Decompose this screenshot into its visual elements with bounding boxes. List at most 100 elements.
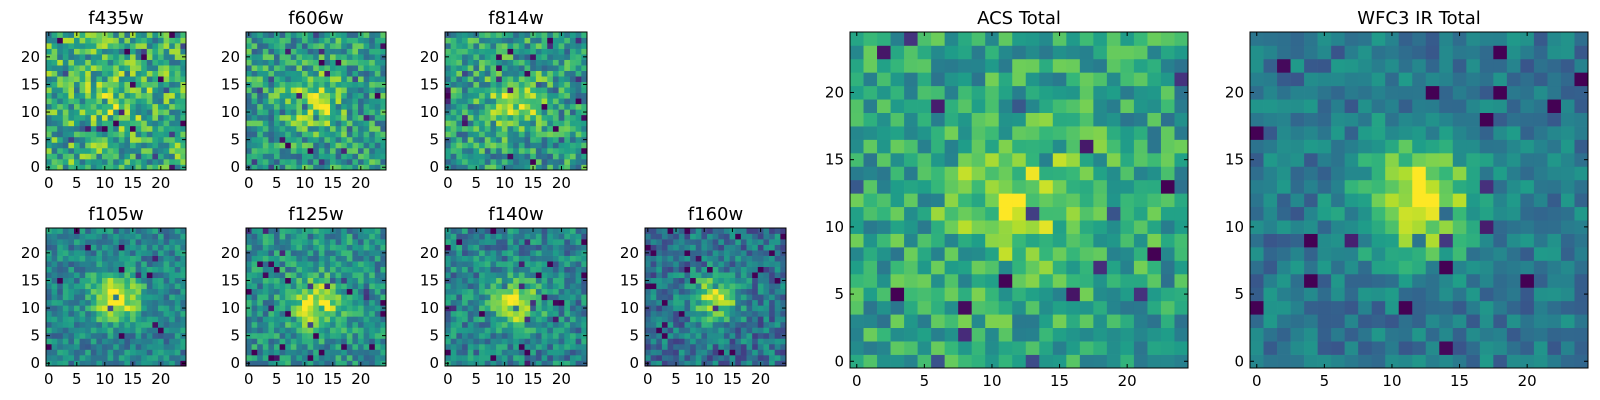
heatmap-cell — [564, 125, 571, 132]
heatmap-cell — [307, 255, 314, 262]
heatmap-cell — [684, 321, 691, 328]
heatmap-cell — [752, 310, 759, 317]
heatmap-cell — [257, 103, 264, 110]
heatmap-cell — [169, 153, 176, 160]
heatmap-cell — [673, 272, 680, 279]
heatmap-cell — [450, 288, 457, 295]
heatmap-cell — [479, 59, 486, 66]
heatmap-cell — [490, 316, 497, 323]
heatmap-cell — [90, 120, 97, 127]
heatmap-cell — [1025, 327, 1040, 342]
heatmap-cell — [158, 272, 164, 279]
heatmap-cell — [130, 158, 136, 165]
heatmap-cell — [96, 239, 103, 245]
heatmap-cell — [701, 343, 708, 350]
heatmap-cell — [79, 294, 86, 301]
heatmap-cell — [307, 305, 314, 312]
heatmap-cell — [530, 136, 537, 143]
heatmap-cell — [467, 310, 474, 317]
heatmap-cell — [701, 261, 708, 267]
heatmap-cell — [971, 193, 986, 208]
heatmap-cell — [780, 244, 787, 251]
heatmap-cell — [96, 332, 103, 339]
heatmap-cell — [661, 316, 668, 323]
heatmap-cell — [141, 360, 148, 367]
heatmap-cell — [113, 266, 120, 273]
heatmap-cell — [341, 76, 348, 83]
heatmap-cell — [180, 233, 187, 240]
heatmap-cell — [518, 158, 525, 165]
heatmap-cell — [380, 142, 387, 149]
heatmap-cell — [501, 98, 508, 105]
heatmap-cell — [552, 266, 559, 273]
heatmap-cell — [285, 239, 292, 245]
heatmap-cell — [102, 147, 108, 154]
heatmap-cell — [547, 283, 554, 290]
heatmap-cell — [575, 59, 582, 66]
heatmap-cell — [352, 158, 359, 165]
heatmap-cell — [374, 92, 381, 99]
heatmap-cell — [735, 294, 742, 301]
heatmap-cell — [174, 48, 181, 55]
heatmap-cell — [352, 272, 359, 279]
heatmap-cell — [667, 266, 674, 273]
heatmap-cell — [79, 261, 86, 267]
heatmap-cell — [279, 65, 286, 71]
heatmap-cell — [251, 81, 258, 88]
heatmap-cell — [279, 310, 286, 317]
heatmap-cell — [369, 70, 376, 77]
heatmap-cell — [85, 310, 92, 317]
heatmap-cell — [507, 228, 514, 234]
heatmap-cell — [769, 261, 776, 267]
heatmap-cell — [1174, 220, 1189, 234]
heatmap-cell — [535, 109, 542, 116]
heatmap-cell — [262, 228, 269, 234]
heatmap-cell — [678, 332, 685, 339]
heatmap-cell — [1133, 166, 1148, 181]
heatmap-cell — [96, 98, 103, 105]
heatmap-cell — [85, 316, 92, 323]
heatmap-cell — [735, 343, 742, 350]
heatmap-cell — [507, 131, 514, 138]
heatmap-cell — [524, 250, 531, 256]
heatmap-cell — [130, 136, 136, 143]
heatmap-cell — [863, 341, 878, 355]
heatmap-cell — [552, 48, 559, 55]
heatmap-cell — [998, 220, 1013, 234]
heatmap-cell — [46, 92, 52, 99]
heatmap-cell — [152, 92, 159, 99]
heatmap-cell — [79, 343, 86, 350]
heatmap-cell — [118, 59, 125, 66]
heatmap-cell — [90, 327, 97, 334]
heatmap-cell — [1093, 179, 1108, 194]
heatmap-cell — [307, 43, 314, 49]
heatmap-cell — [581, 147, 588, 154]
heatmap-cell — [118, 32, 125, 38]
heatmap-cell — [96, 65, 103, 71]
heatmap-cell — [701, 283, 708, 290]
heatmap-cell — [169, 81, 176, 88]
heatmap-cell — [774, 288, 781, 295]
heatmap-cell — [513, 299, 520, 306]
heatmap-cell — [79, 48, 86, 55]
heatmap-cell — [530, 98, 537, 105]
heatmap-cell — [113, 294, 120, 301]
heatmap-cell — [174, 332, 181, 339]
heatmap-cell — [257, 360, 264, 367]
heatmap-cell — [524, 59, 531, 66]
heatmap-cell — [746, 283, 753, 290]
heatmap-cell — [1133, 179, 1148, 194]
heatmap-cell — [374, 255, 381, 262]
heatmap-cell — [330, 277, 336, 284]
heatmap-cell — [363, 360, 370, 367]
heatmap-cell — [490, 327, 497, 334]
heatmap-cell — [296, 277, 303, 284]
heatmap-cell — [296, 65, 303, 71]
heatmap-cell — [944, 354, 959, 369]
heatmap-cell — [723, 299, 730, 306]
heatmap-cell — [518, 277, 525, 284]
heatmap-cell — [163, 76, 170, 83]
heatmap-cell — [279, 98, 286, 105]
heatmap-cell — [262, 321, 269, 328]
heatmap-cell — [90, 142, 97, 149]
